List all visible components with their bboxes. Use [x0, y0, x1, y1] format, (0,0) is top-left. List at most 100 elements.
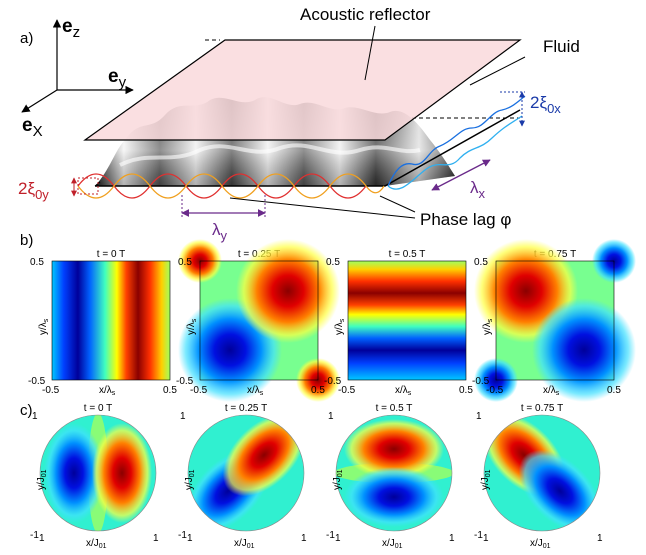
xtick-left: 1: [483, 533, 489, 544]
fluid-label: Fluid: [543, 37, 580, 56]
heatmap-b-2: t = 0.25 T: [178, 239, 340, 402]
panel-b: b) t = 0 T t = 0.25 T t = 0.5 T t = 0.75…: [20, 232, 636, 402]
xtick-left: 1: [335, 533, 341, 544]
ex-label: eX: [22, 115, 43, 140]
xtick-right: 1: [449, 533, 455, 544]
phase-lag-pointer: [229, 197, 416, 219]
cold-lobe: [44, 423, 104, 523]
xi0x-label: 2ξ0x: [530, 93, 561, 116]
cold-lobe: [518, 449, 600, 531]
plot-title: t = 0 T: [84, 403, 112, 414]
ytick-bottom: -0.5: [176, 376, 194, 387]
ylabel: y/J01: [36, 469, 48, 490]
ylabel: y/λs: [186, 318, 198, 335]
lambda-y-label: λy: [212, 220, 228, 243]
xi0y-box: [77, 177, 99, 195]
ylabel: y/J01: [184, 469, 196, 490]
cold-spot: [532, 298, 636, 402]
xtick-right: 0.5: [459, 385, 473, 396]
acoustic-reflector-plane: [83, 39, 522, 141]
reflector-pointer: [364, 25, 376, 81]
xlabel: x/λs: [247, 385, 264, 397]
hot-lobe: [92, 423, 152, 523]
xtick-left: -0.5: [190, 385, 208, 396]
blue-wave-x: [387, 95, 526, 187]
xlabel: x/λs: [395, 385, 412, 397]
plot-frame: [495, 260, 615, 381]
xlabel: x/J01: [86, 538, 107, 550]
cold-lobe: [344, 467, 444, 527]
panel-b-axes: 0.5 -0.5 -0.5 0.5 0.5 -0.5 -0.5 0.5 0.5 …: [28, 257, 621, 397]
ylabel: y/λs: [38, 318, 50, 335]
xi0y-label: 2ξ0y: [18, 179, 49, 202]
ytick-bottom: -1: [474, 530, 483, 541]
ytick-bottom: -0.5: [324, 376, 342, 387]
plot-frame: [347, 260, 467, 381]
ytick-bottom: -1: [326, 530, 335, 541]
ytick-top: 0.5: [178, 257, 192, 268]
xtick-right: 1: [597, 533, 603, 544]
heatmap-b-4: t = 0.75 T: [474, 239, 636, 402]
ytick-top: 0.5: [326, 257, 340, 268]
hot-lobe: [222, 415, 304, 497]
panel-c-label: c): [20, 402, 33, 419]
disc-outline: [335, 414, 453, 532]
xlabel: x/J01: [530, 538, 551, 550]
panel-a-label: a): [20, 30, 33, 47]
ytick-top: 1: [180, 411, 186, 422]
ytick-top: 0.5: [474, 257, 488, 268]
ex-axis: [21, 89, 58, 113]
xtick-right: 1: [153, 533, 159, 544]
ytick-top: 1: [328, 411, 334, 422]
ytick-bottom: -1: [30, 530, 39, 541]
coordinate-axes: ez ey eX: [21, 16, 134, 140]
base-outline: [95, 109, 521, 187]
xtick-right: 0.5: [163, 385, 177, 396]
heatmap-image: [348, 261, 466, 380]
acoustic-reflector-label: Acoustic reflector: [300, 5, 431, 24]
ez-label: ez: [62, 16, 80, 41]
plot-title: t = 0.5 T: [389, 249, 426, 260]
ytick-top: 1: [476, 411, 482, 422]
ytick-top: 1: [32, 411, 38, 422]
xtick-left: -0.5: [338, 385, 356, 396]
xtick-left: 1: [39, 533, 45, 544]
phase-lag-pointer: [379, 195, 416, 213]
disc-outline: [187, 414, 305, 532]
xtick-right: 0.5: [607, 385, 621, 396]
xtick-left: -0.5: [486, 385, 504, 396]
xtick-left: 1: [187, 533, 193, 544]
disc-outline: [483, 414, 601, 532]
ytick-bottom: -1: [178, 530, 187, 541]
disc-plot-c-4: t = 0.75 T: [483, 403, 601, 532]
disc-plot-c-2: t = 0.25 T: [187, 403, 305, 532]
ylabel: y/λs: [482, 318, 494, 335]
disc-plot-c-3: t = 0.5 T: [335, 403, 453, 532]
xtick-right: 0.5: [311, 385, 325, 396]
ytick-bottom: -0.5: [472, 376, 490, 387]
fluid-pointer: [469, 56, 526, 86]
plot-frame: [199, 260, 319, 381]
ylabel: y/J01: [480, 469, 492, 490]
disc-outline: [39, 414, 157, 532]
orange-wave-y: [77, 173, 385, 199]
membrane-ridge: [119, 143, 421, 167]
ytick-top: 0.5: [30, 257, 44, 268]
ylabel: y/λs: [334, 318, 346, 335]
plot-title: t = 0 T: [97, 249, 125, 260]
lambda-x-label: λx: [470, 178, 486, 201]
lambda-x-arrow: [431, 159, 491, 191]
panel-b-label: b): [20, 232, 33, 249]
ylabel: y/J01: [332, 469, 344, 490]
plot-title: t = 0.75 T: [521, 403, 563, 414]
heatmap-image: [52, 261, 170, 380]
panel-c-axes: 1 -1 1 1 1 -1 1 1 1 -1 1 1 1 -1 1 1 x/J0…: [30, 411, 603, 550]
xlabel: x/J01: [382, 538, 403, 550]
ey-label: ey: [108, 66, 127, 91]
disc-plot-c-1: t = 0 T: [39, 403, 157, 532]
xlabel: x/J01: [234, 538, 255, 550]
ytick-bottom: -0.5: [28, 376, 46, 387]
plot-frame: [51, 260, 171, 381]
xtick-left: -0.5: [42, 385, 60, 396]
heatmap-b-1: t = 0 T: [51, 249, 171, 381]
